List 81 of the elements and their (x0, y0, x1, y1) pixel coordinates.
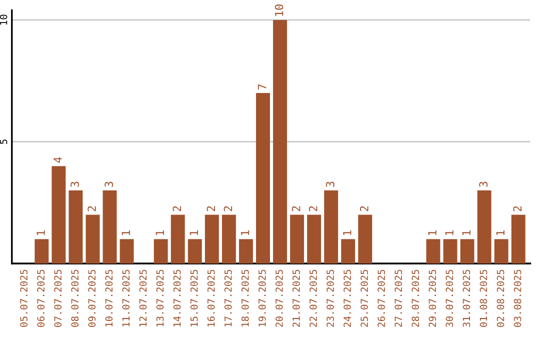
data-label: 7 (258, 84, 266, 90)
bar (443, 239, 458, 264)
data-label: 3 (479, 182, 488, 187)
x-tick-label: 27.07.2025 (394, 270, 402, 327)
bar (102, 190, 117, 264)
bar (511, 214, 526, 264)
data-label: 2 (224, 206, 232, 212)
bar (460, 239, 474, 264)
x-tick-label: 07.07.2025 (54, 270, 62, 327)
x-tick-label: 16.07.2025 (207, 270, 215, 326)
data-label: 2 (206, 206, 216, 212)
x-tick-label: 21.07.2025 (292, 270, 300, 327)
x-tick-label: 11.07.2025 (122, 270, 130, 326)
x-tick-label: 09.07.2025 (88, 270, 96, 327)
x-tick-label: 15.07.2025 (190, 270, 198, 326)
bar (204, 214, 219, 264)
data-label: 2 (172, 206, 181, 212)
data-label: 1 (240, 230, 250, 236)
x-tick-label: 02.08.2025 (496, 270, 504, 327)
bar (120, 239, 134, 264)
data-label: 2 (360, 206, 368, 212)
x-tick-label: 19.07.2025 (258, 270, 266, 326)
bar (256, 93, 270, 264)
data-label: 1 (122, 230, 130, 236)
data-label: 3 (104, 182, 114, 187)
bar (290, 214, 304, 264)
data-label: 1 (462, 230, 470, 236)
bar (170, 214, 185, 264)
data-label: 1 (156, 230, 164, 236)
bar (426, 239, 440, 264)
bar (494, 239, 508, 264)
bar (34, 239, 49, 264)
data-label: 1 (190, 230, 198, 236)
x-tick-label: 10.07.2025 (105, 270, 113, 326)
x-tick-label: 31.07.2025 (462, 270, 470, 327)
bar (341, 239, 356, 264)
data-label: 4 (54, 157, 62, 163)
x-tick-label: 06.07.2025 (37, 270, 45, 327)
data-label: 3 (70, 182, 79, 187)
x-tick-label: 30.07.2025 (446, 270, 454, 327)
x-tick-label: 03.08.2025 (514, 270, 522, 327)
bar (324, 190, 338, 264)
bar (222, 214, 236, 264)
data-label: 1 (496, 230, 504, 236)
x-tick-label: 01.08.2025 (480, 270, 488, 327)
bar (68, 190, 83, 264)
data-label: 1 (428, 230, 436, 236)
bar (154, 239, 168, 264)
data-label: 2 (308, 206, 318, 212)
bar (86, 214, 100, 264)
data-label: 2 (88, 206, 96, 212)
data-label: 2 (513, 206, 522, 212)
data-label: 1 (445, 230, 454, 236)
x-tick-label: 23.07.2025 (326, 270, 334, 327)
x-tick-label: 08.07.2025 (71, 270, 79, 327)
data-label: 1 (36, 230, 45, 236)
bar (273, 20, 287, 264)
x-tick-label: 20.07.2025 (276, 270, 283, 327)
x-tick-label: 14.07.2025 (173, 270, 181, 326)
data-label: 3 (326, 182, 334, 187)
x-tick-label: 17.07.2025 (224, 270, 232, 326)
x-tick-label: 12.07.2025 (139, 270, 147, 326)
bar (477, 190, 492, 264)
x-tick-label: 22.07.2025 (310, 270, 317, 327)
x-tick-label: 24.07.2025 (344, 270, 351, 327)
x-tick-label: 05.07.2025 (20, 270, 28, 327)
data-label: 1 (343, 230, 352, 236)
bar (307, 214, 322, 264)
bar (358, 214, 372, 264)
x-tick-label: 13.07.2025 (156, 270, 164, 326)
x-tick-label: 28.07.2025 (412, 270, 420, 327)
x-tick-label: 18.07.2025 (241, 270, 249, 326)
x-tick-label: 25.07.2025 (360, 270, 368, 327)
x-tick-label: 26.07.2025 (378, 270, 386, 327)
bar (52, 166, 66, 264)
bar (238, 239, 253, 264)
data-label: 10 (274, 4, 284, 16)
y-tick-label: 5 (0, 140, 8, 144)
data-label: 2 (292, 206, 300, 212)
bar (188, 239, 202, 264)
x-tick-label: 29.07.2025 (428, 270, 436, 327)
